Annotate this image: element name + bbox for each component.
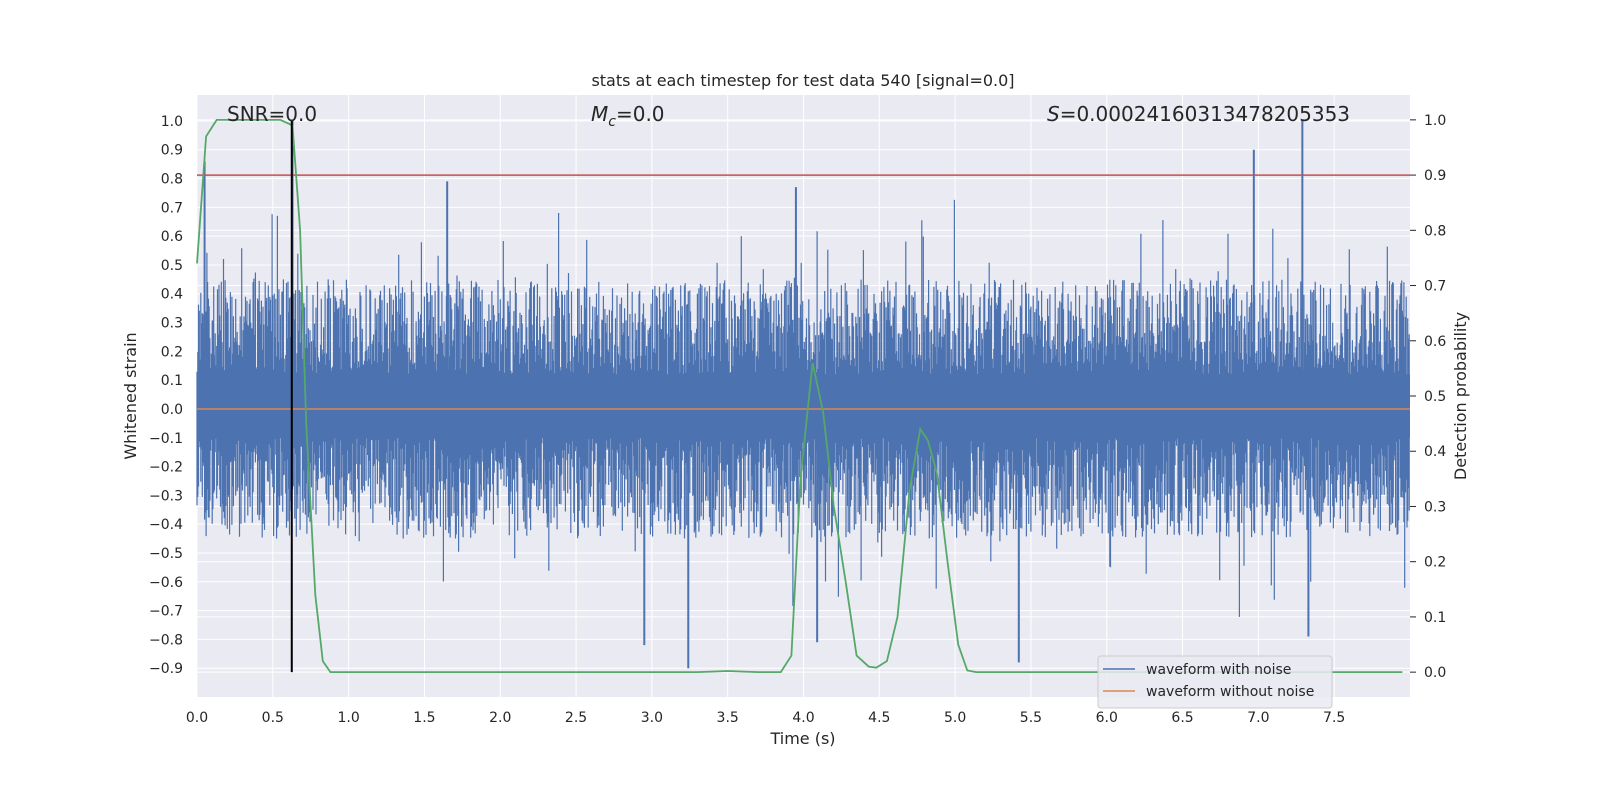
snr-annotation: SNR=0.0 — [227, 102, 317, 126]
left-y-tick-label: −0.5 — [149, 546, 183, 562]
left-y-tick-label: −0.2 — [149, 460, 183, 476]
left-y-tick-label: 0.4 — [161, 287, 183, 303]
legend-label-waveform-with-noise: waveform with noise — [1146, 662, 1291, 678]
left-y-tick-label: −0.3 — [149, 488, 183, 504]
x-tick-label: 3.5 — [717, 710, 739, 726]
left-y-tick-label: 0.9 — [161, 143, 183, 159]
right-y-tick-label: 0.4 — [1424, 444, 1446, 460]
left-y-tick-label: −0.1 — [149, 431, 183, 447]
x-tick-label: 4.5 — [868, 710, 890, 726]
x-tick-label: 7.5 — [1323, 710, 1345, 726]
line-series — [196, 119, 1410, 673]
right-y-tick-label: 0.5 — [1424, 389, 1446, 405]
right-y-tick-label: 0.2 — [1424, 555, 1446, 571]
left-y-tick-label: −0.4 — [149, 517, 183, 533]
x-tick-label: 1.5 — [413, 710, 435, 726]
detection-probability-line — [196, 119, 1403, 673]
right-y-tick-label: 0.6 — [1424, 334, 1446, 350]
right-y-axis-label: Detection probability — [1451, 312, 1470, 480]
x-axis-ticks: 0.0 0.5 1.0 1.5 2.0 2.5 3.0 3.5 4.0 4.5 5.0 5.5 6.0 6… — [186, 710, 1345, 726]
x-tick-label: 7.0 — [1247, 710, 1269, 726]
right-y-tick-label: 0.8 — [1424, 223, 1446, 239]
left-y-tick-label: 0.5 — [161, 258, 183, 274]
left-y-tick-label: 0.8 — [161, 172, 183, 188]
x-tick-label: 1.0 — [337, 710, 359, 726]
right-y-tick-label: 0.9 — [1424, 168, 1446, 184]
x-axis-label: Time (s) — [769, 729, 835, 748]
chart-title: stats at each timestep for test data 540… — [591, 71, 1014, 90]
left-y-axis-ticks: 1.0 0.9 0.8 0.7 0.6 0.5 0.4 0.3 0.2 0.1 0.0 −0.1 −0.… — [149, 114, 183, 677]
x-tick-label: 5.5 — [1020, 710, 1042, 726]
left-y-tick-label: −0.6 — [149, 575, 183, 591]
legend: waveform with noise waveform without noi… — [1097, 655, 1333, 709]
left-y-tick-label: 0.1 — [161, 373, 183, 389]
right-y-tick-label: 1.0 — [1424, 113, 1446, 129]
left-y-tick-label: −0.7 — [149, 604, 183, 620]
legend-label-waveform-without-noise: waveform without noise — [1146, 684, 1314, 700]
x-tick-label: 4.0 — [792, 710, 814, 726]
x-tick-label: 5.0 — [944, 710, 966, 726]
x-tick-label: 6.0 — [1096, 710, 1118, 726]
legend-box — [1097, 655, 1333, 709]
right-y-axis-ticks: 1.0 0.9 0.8 0.7 0.6 0.5 0.4 0.3 0.2 0.1 0.0 — [1410, 113, 1446, 681]
x-tick-label: 0.5 — [262, 710, 284, 726]
right-y-tick-label: 0.0 — [1424, 665, 1446, 681]
left-y-axis-label: Whitened strain — [121, 332, 140, 459]
right-y-tick-label: 0.7 — [1424, 279, 1446, 295]
chirp-mass-annotation: Mc=0.0 — [591, 102, 665, 130]
x-tick-label: 2.0 — [489, 710, 511, 726]
x-tick-label: 2.5 — [565, 710, 587, 726]
right-y-tick-label: 0.1 — [1424, 610, 1446, 626]
left-y-tick-label: 0.6 — [161, 229, 183, 245]
left-y-tick-label: −0.8 — [149, 632, 183, 648]
x-tick-label: 6.5 — [1171, 710, 1193, 726]
left-y-tick-label: 0.2 — [161, 344, 183, 360]
s-annotation: S=0.00024160313478205353 — [1047, 102, 1350, 126]
left-y-tick-label: −0.9 — [149, 661, 183, 677]
x-tick-label: 3.0 — [641, 710, 663, 726]
waveform-with-noise-series — [196, 120, 1410, 669]
left-y-tick-label: 1.0 — [161, 114, 183, 130]
right-y-tick-label: 0.3 — [1424, 499, 1446, 515]
left-y-tick-label: 0.0 — [161, 402, 183, 418]
left-y-tick-label: 0.3 — [161, 316, 183, 332]
left-y-tick-label: 0.7 — [161, 200, 183, 216]
x-tick-label: 0.0 — [186, 710, 208, 726]
